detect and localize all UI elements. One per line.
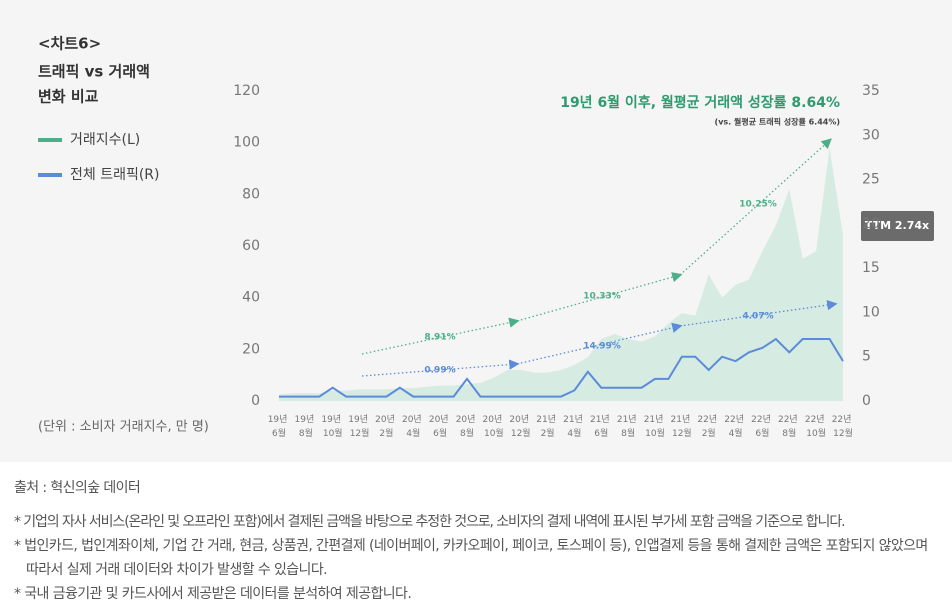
x-tick-label: 21년 12월: [671, 414, 694, 439]
x-tick-label: 22년 6월: [751, 414, 774, 439]
y2-tick-label: 20: [862, 216, 880, 232]
unit-note: (단위 : 소비자 거래지수, 만 명): [38, 420, 209, 435]
legend-label: 거래지수(L): [70, 132, 140, 148]
note: * 기업의 자사 서비스(온라인 및 오프라인 포함)에서 결제된 금액을 바탕…: [14, 514, 846, 530]
trend-label: 14.99%: [583, 342, 621, 352]
trend-label: 4.07%: [742, 312, 773, 322]
note: * 국내 금융기관 및 카드사에서 제공받은 데이터를 분석하여 제공합니다.: [14, 586, 412, 602]
area: [279, 147, 843, 401]
trend-arrow: [516, 272, 683, 322]
trend-label: 10.25%: [739, 200, 777, 210]
badge: TTM 2.74x: [865, 219, 929, 232]
x-tick-label: 20년 8월: [456, 414, 479, 439]
x-tick-label: 20년 2월: [375, 414, 398, 439]
x-tick-label: 21년 2월: [536, 414, 559, 439]
x-tick-label: 22년 4월: [724, 414, 747, 439]
chart-title: <차트6>: [38, 35, 101, 53]
trend-arrow: [679, 138, 832, 276]
trend-label: 8.91%: [424, 333, 455, 343]
y-tick-label: 0: [251, 393, 260, 409]
x-tick-label: 22년 12월: [832, 414, 855, 439]
y-tick-label: 20: [242, 341, 260, 357]
y2-tick-label: 35: [862, 83, 880, 99]
trend-label: 0.99%: [424, 366, 455, 376]
footer: 출처 : 혁신의숲 데이터 * 기업의 자사 서비스(온라인 및 오프라인 포함…: [0, 462, 952, 606]
y2-tick-label: 5: [862, 349, 871, 365]
y-tick-label: 80: [242, 186, 260, 202]
x-tick-label: 22년 8월: [778, 414, 801, 439]
y2-tick-label: 10: [862, 304, 880, 320]
x-tick-label: 21년 8월: [617, 414, 640, 439]
y2-tick-label: 15: [862, 260, 880, 276]
line: [279, 337, 844, 398]
x-tick-label: 20년 6월: [429, 414, 452, 439]
chart-subtitle: 트래픽 vs 거래액: [38, 63, 150, 81]
x-tick-label: 19년 6월: [268, 414, 291, 439]
trend-label: 10.33%: [583, 292, 621, 302]
chart: <차트6> 트래픽 vs 거래액 변화 비교 (단위 : 소비자 거래지수, 만…: [38, 34, 934, 439]
headline: 19년 6월 이후, 월평균 거래액 성장률 8.64%: [560, 94, 840, 111]
y-tick-label: 120: [233, 83, 260, 99]
x-tick-label: 20년 12월: [509, 414, 532, 439]
source: 출처 : 혁신의숲 데이터: [14, 480, 141, 496]
y2-tick-label: 30: [862, 127, 880, 143]
y2-tick-label: 25: [862, 172, 880, 188]
legend-label: 전체 트래픽(R): [70, 167, 160, 183]
x-tick-label: 22년 10월: [805, 414, 828, 439]
badge-box: [861, 211, 934, 241]
y-tick-label: 40: [242, 290, 260, 306]
note: * 법인카드, 법인계좌이체, 기업 간 거래, 현금, 상품권, 간편결제 (…: [14, 538, 928, 578]
chart-subtitle: 변화 비교: [38, 88, 99, 106]
x-tick-label: 20년 4월: [402, 414, 425, 439]
x-tick-label: 19년 10월: [321, 414, 344, 439]
x-tick-label: 21년 10월: [644, 414, 667, 439]
x-tick-label: 21년 4월: [563, 414, 586, 439]
x-tick-label: 22년 2월: [697, 414, 720, 439]
x-tick-label: 19년 12월: [348, 414, 371, 439]
x-tick-label: 20년 10월: [483, 414, 506, 439]
x-tick-label: 21년 6월: [590, 414, 613, 439]
y-tick-label: 60: [242, 238, 260, 254]
headline-sub: (vs. 월평균 트래픽 성장률 6.44%): [715, 117, 840, 127]
trend-arrow: [361, 317, 520, 355]
y-tick-label: 100: [233, 135, 260, 151]
y2-tick-label: 0: [862, 393, 871, 409]
x-tick-label: 19년 8월: [295, 414, 318, 439]
